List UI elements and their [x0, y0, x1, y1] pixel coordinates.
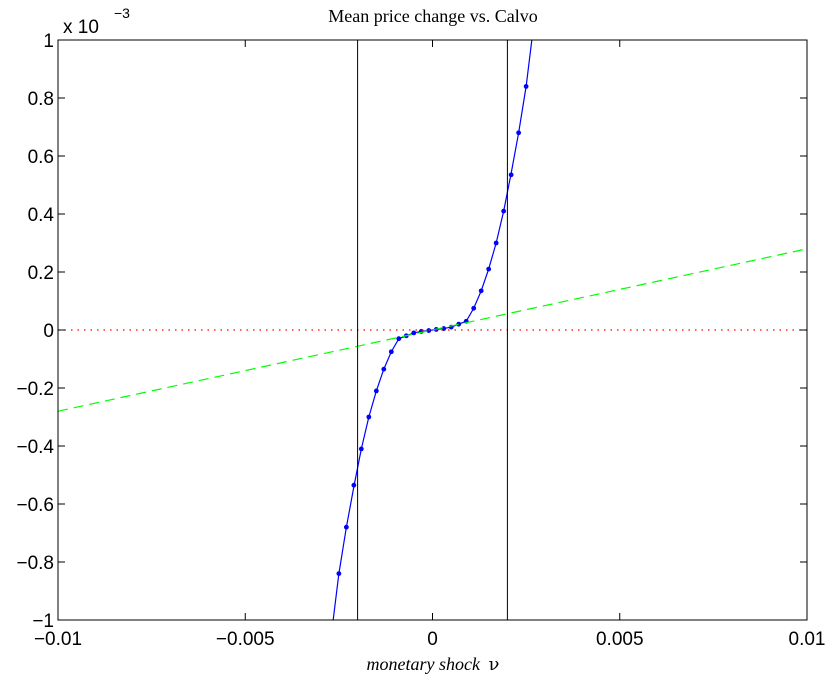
- data-point: [343, 524, 349, 530]
- y-tick-label: 0.2: [28, 263, 54, 284]
- x-tick-label: −0.005: [216, 629, 275, 650]
- y-tick-label: −0.4: [16, 437, 54, 458]
- data-point: [471, 305, 477, 311]
- x-axis-ticks: −0.01 −0.005 0 0.005 0.01: [34, 40, 826, 650]
- y-tick-label: 0.8: [28, 89, 54, 110]
- x-axis-label-symbol: ν: [489, 654, 500, 675]
- y-multiplier-exponent: −3: [114, 5, 130, 21]
- y-tick-label: 0.4: [28, 205, 55, 226]
- data-point: [523, 84, 529, 89]
- data-point: [516, 130, 522, 136]
- y-tick-label: 0.6: [28, 147, 54, 168]
- x-axis-label: monetary shock ν: [367, 654, 500, 675]
- y-tick-label: −0.2: [16, 379, 54, 400]
- y-tick-label: −0.8: [16, 553, 54, 574]
- x-tick-label: 0.01: [789, 629, 826, 650]
- data-point: [411, 330, 417, 336]
- plot-area: [58, 40, 807, 620]
- data-point: [358, 446, 364, 452]
- y-tick-label: −1: [32, 611, 54, 632]
- data-point: [396, 336, 402, 342]
- y-axis-ticks: −1 −0.8 −0.6 −0.4 −0.2 0 0.2 0.4 0.6 0.8 1: [16, 31, 807, 632]
- data-point: [373, 388, 379, 394]
- data-point: [388, 349, 394, 355]
- data-point: [501, 208, 507, 214]
- y-tick-label: 0: [43, 321, 54, 342]
- x-tick-label: −0.01: [34, 629, 82, 650]
- data-point: [351, 482, 357, 488]
- data-point: [493, 240, 499, 246]
- chart-title: Mean price change vs. Calvo: [328, 6, 537, 26]
- data-point: [478, 288, 484, 294]
- y-multiplier-base: x 10: [63, 17, 99, 38]
- data-point: [381, 366, 387, 372]
- x-tick-label: 0.005: [596, 629, 644, 650]
- x-tick-label: 0: [427, 629, 438, 650]
- y-tick-label: 1: [43, 31, 54, 52]
- x-axis-label-text: monetary shock: [367, 654, 481, 674]
- data-point: [366, 414, 372, 420]
- data-point: [486, 266, 492, 272]
- data-point: [508, 172, 514, 178]
- y-tick-label: −0.6: [16, 495, 54, 516]
- data-point: [456, 321, 462, 327]
- data-point: [336, 571, 342, 576]
- y-multiplier: x 10 −3: [63, 5, 130, 38]
- series-line-0: [332, 40, 533, 620]
